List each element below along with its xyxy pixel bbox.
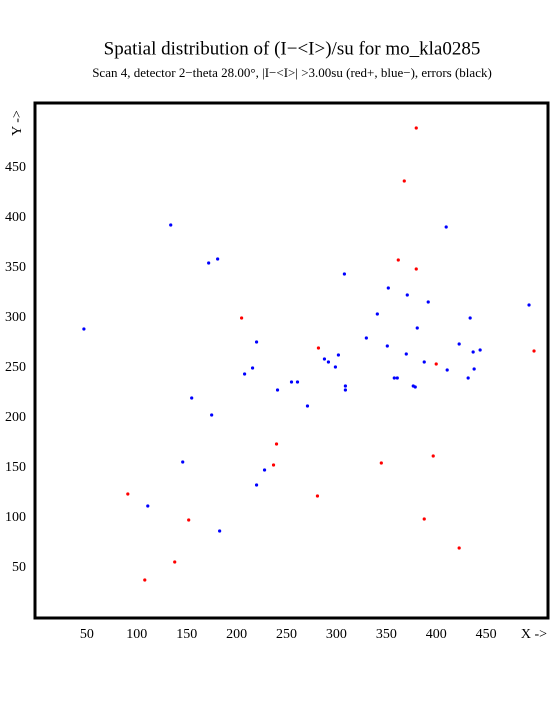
point [413,385,417,389]
point [532,349,536,353]
point [342,272,346,276]
x-tick-label: 100 [126,627,147,642]
point [468,316,472,320]
x-tick-label: 450 [476,627,497,642]
point [445,368,449,372]
point [336,353,341,357]
x-tick-label: 250 [276,627,297,642]
point [210,413,214,417]
point [190,396,194,400]
plot-frame [33,101,550,620]
point [471,350,475,354]
point [405,293,409,297]
point [364,336,368,340]
chart-subtitle: Scan 4, detector 2−theta 28.00°, |I−<I>|… [92,65,492,80]
point [343,384,347,388]
point [295,380,300,384]
point [271,463,276,467]
point [126,492,130,496]
point [414,267,418,271]
point [414,126,418,130]
point [478,348,482,352]
point [343,388,347,392]
point [527,303,531,307]
point [431,454,435,458]
point [289,380,294,384]
x-tick-label: 200 [226,627,247,642]
point [218,529,222,533]
point [181,460,185,464]
point [146,504,150,508]
point [250,366,255,370]
y-tick-label: 350 [5,260,26,275]
point [82,327,86,331]
x-tick-label: 350 [376,627,397,642]
x-tick-label: 50 [80,627,94,642]
y-tick-label: 400 [5,210,26,225]
point [275,388,280,392]
point [169,223,173,227]
point [305,404,310,408]
y-tick-label: 200 [5,410,26,425]
point [173,560,177,564]
point [254,483,259,487]
point [472,367,476,371]
point [187,518,191,522]
point [379,461,383,465]
y-tick-label: 450 [5,160,26,175]
point [143,578,147,582]
point [207,261,211,265]
point [402,179,406,183]
point [254,340,259,344]
point [322,357,327,361]
point [274,442,279,446]
x-tick-label: 400 [426,627,447,642]
point [444,225,448,229]
point [262,468,267,472]
chart-title: Spatial distribution of (I−<I>)/su for m… [104,38,481,59]
point [404,352,408,356]
point [392,376,396,380]
point [434,362,438,366]
point [216,257,220,261]
point [422,517,426,521]
y-tick-label: 150 [5,460,26,475]
point [386,286,390,290]
y-axis-label: Y -> [10,110,25,136]
point [315,494,320,498]
x-tick-label: 300 [326,627,347,642]
point [395,376,399,380]
y-tick-label: 50 [12,560,26,575]
point [457,546,461,550]
point [415,326,419,330]
point [457,342,461,346]
point [396,258,400,262]
point [426,300,430,304]
point [326,360,331,364]
y-tick-label: 100 [5,510,26,525]
y-tick-label: 300 [5,310,26,325]
point [316,346,321,350]
point [422,360,426,364]
x-axis-label: X -> [521,627,547,642]
point [466,376,470,380]
x-tick-label: 150 [176,627,197,642]
point [375,312,379,316]
y-tick-label: 250 [5,360,26,375]
point [239,316,244,320]
point [333,365,338,369]
point [242,372,247,376]
point [385,344,389,348]
